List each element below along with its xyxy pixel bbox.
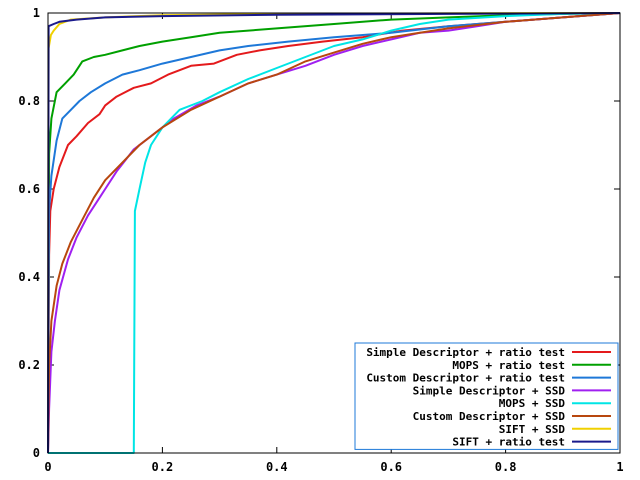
series-line-5 <box>48 12 621 454</box>
y-tick-label: 0.4 <box>18 270 40 284</box>
series-line-6 <box>47 12 621 454</box>
legend-label: Custom Descriptor + ratio test <box>366 372 565 385</box>
x-tick-label: 0.8 <box>495 460 517 474</box>
plot-frame <box>47 12 621 454</box>
x-tick-label: 0.6 <box>380 460 402 474</box>
legend-label: Simple Descriptor + ratio test <box>366 346 565 359</box>
y-tick-label: 0.2 <box>18 358 40 372</box>
y-tick-label: 0 <box>33 446 40 460</box>
y-tick-label: 1 <box>33 6 40 20</box>
series-line-2 <box>47 12 621 454</box>
legend-box <box>354 342 619 450</box>
legend-label: MOPS + ratio test <box>452 359 565 372</box>
legend-label: SIFT + ratio test <box>452 436 565 449</box>
x-tick-label: 0.2 <box>152 460 174 474</box>
y-tick-label: 0.6 <box>18 182 40 196</box>
series-line-4 <box>47 12 621 454</box>
x-tick-label: 0.4 <box>266 460 288 474</box>
legend-label: SIFT + SSD <box>499 423 566 436</box>
y-tick-label: 0.8 <box>18 94 40 108</box>
legend-label: Custom Descriptor + SSD <box>413 410 566 423</box>
series-line-8 <box>47 12 621 454</box>
legend-label: MOPS + SSD <box>499 397 566 410</box>
x-tick-label: 0 <box>44 460 51 474</box>
legend-label: Simple Descriptor + SSD <box>413 384 566 397</box>
series-line-3 <box>47 12 621 454</box>
x-tick-label: 1 <box>616 460 623 474</box>
